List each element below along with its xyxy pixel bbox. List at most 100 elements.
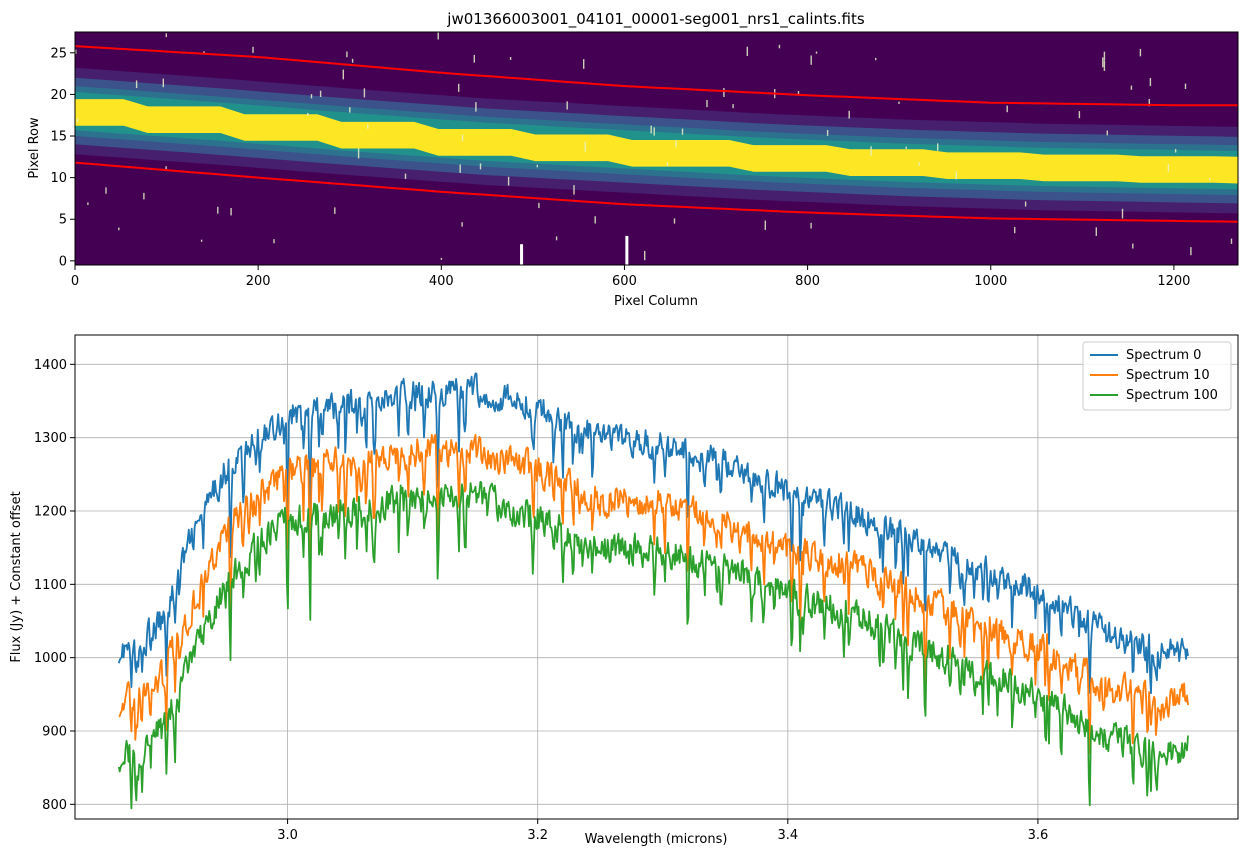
hot-pixel	[475, 102, 477, 112]
hot-pixel	[351, 58, 354, 63]
bottom-y-ticks: 800 900 1000 1100 1200 1300 1400	[34, 358, 75, 813]
hot-pixel	[363, 88, 366, 98]
y-tick-label: 1300	[34, 431, 67, 446]
x-tick-label: 800	[795, 274, 820, 289]
hot-pixel	[955, 171, 957, 180]
hot-pixel	[1102, 57, 1104, 68]
legend-box	[1082, 341, 1232, 411]
hot-pixel	[1014, 227, 1016, 234]
hot-pixel	[810, 222, 812, 229]
hot-pixel	[555, 236, 558, 241]
hot-pixel	[310, 94, 313, 99]
hot-pixel	[1130, 85, 1133, 90]
hot-pixel	[165, 33, 167, 38]
hot-pixel	[1174, 149, 1177, 153]
hot-pixel	[349, 107, 351, 113]
hot-pixel	[732, 104, 734, 109]
x-tick-label: 200	[246, 274, 271, 289]
hot-pixel	[200, 239, 203, 242]
hot-pixel	[319, 90, 322, 97]
hot-pixel	[566, 101, 568, 110]
y-tick-label: 1400	[34, 358, 67, 373]
y-tick-label: 0	[59, 254, 67, 269]
hot-pixel	[826, 130, 829, 136]
spectrum-series	[117, 372, 1189, 810]
hot-pixel	[538, 202, 540, 209]
hot-pixel	[165, 166, 167, 170]
hot-pixel	[1006, 105, 1008, 113]
hot-pixel	[507, 176, 510, 186]
trace-image	[75, 32, 1238, 265]
legend: Spectrum 0 Spectrum 10 Spectrum 100	[1082, 341, 1232, 411]
bottom-grid	[75, 335, 1238, 819]
y-tick-label: 900	[42, 725, 67, 740]
hot-pixel	[1139, 48, 1142, 57]
hot-pixel	[509, 57, 512, 60]
hot-pixel	[898, 101, 900, 104]
hot-pixel	[461, 134, 464, 142]
y-tick-label: 800	[42, 798, 67, 813]
hot-pixel	[346, 51, 348, 58]
bottom-x-ticks: 3.0 3.2 3.4 3.6	[277, 819, 1048, 843]
x-tick-label: 0	[71, 274, 79, 289]
hot-pixel	[778, 44, 781, 49]
x-tick-label: 600	[612, 274, 637, 289]
hot-pixel	[644, 250, 646, 261]
y-tick-label: 1000	[34, 651, 67, 666]
spectrum-panel: 3.0 3.2 3.4 3.6 80090010001100120013001400 …	[9, 334, 1239, 847]
hot-pixel	[723, 88, 725, 97]
hot-pixel	[357, 148, 360, 159]
hot-pixel	[675, 139, 677, 148]
hot-pixel	[1148, 99, 1150, 107]
x-tick-label: 3.2	[527, 828, 548, 843]
hot-pixel	[1103, 51, 1106, 61]
top-panel-title: jw01366003001_04101_00001-seg001_nrs1_ca…	[446, 10, 865, 29]
hot-pixel	[459, 164, 461, 173]
hot-pixel	[918, 162, 920, 166]
y-tick-label: 20	[50, 88, 67, 103]
hot-pixel	[666, 162, 669, 167]
hot-pixel	[584, 141, 586, 152]
hot-pixel	[118, 227, 120, 231]
hot-pixel	[1184, 83, 1187, 89]
hot-pixel	[681, 128, 684, 135]
hot-pixel	[461, 222, 463, 227]
x-tick-label: 3.6	[1028, 828, 1049, 843]
hot-pixel	[334, 207, 336, 214]
top-y-ticks: 0 5 10 15 20 25	[50, 46, 75, 269]
y-tick-label: 5	[59, 213, 67, 228]
x-tick-label: 1000	[974, 274, 1007, 289]
hot-pixel	[76, 118, 79, 123]
hot-pixel	[1209, 177, 1211, 181]
hot-pixel	[162, 78, 164, 88]
x-tick-label: 400	[429, 274, 454, 289]
bottom-panel-frame	[74, 334, 1239, 820]
hot-pixel	[342, 69, 344, 80]
top-panel-frame	[74, 31, 1239, 266]
hot-pixel	[520, 244, 524, 265]
top-x-axis-label: Pixel Column	[614, 294, 698, 309]
hot-pixel	[848, 110, 850, 119]
hot-pixel	[594, 216, 596, 224]
series-line-spectrum-10	[118, 433, 1189, 755]
hot-pixel	[437, 32, 439, 40]
hot-pixel	[937, 143, 939, 151]
hot-pixel	[875, 57, 877, 61]
series-line-spectrum-100	[117, 480, 1189, 810]
hot-pixel	[1149, 78, 1152, 87]
hot-pixel	[479, 163, 482, 170]
hot-pixel	[536, 164, 538, 168]
top-y-axis-label: Pixel Row	[27, 117, 42, 179]
x-tick-label: 1200	[1157, 274, 1190, 289]
x-tick-label: 3.4	[777, 828, 798, 843]
hot-pixel	[1230, 238, 1233, 244]
hot-pixel	[473, 54, 475, 63]
hot-pixel	[217, 206, 219, 214]
hot-pixel	[307, 112, 309, 116]
y-tick-label: 10	[50, 171, 67, 186]
legend-label-spectrum-100: Spectrum 100	[1126, 388, 1218, 403]
hot-pixel	[135, 80, 138, 88]
bottom-y-axis-label: Flux (Jy) + Constant offset	[9, 491, 24, 662]
hot-pixel	[1132, 243, 1134, 249]
